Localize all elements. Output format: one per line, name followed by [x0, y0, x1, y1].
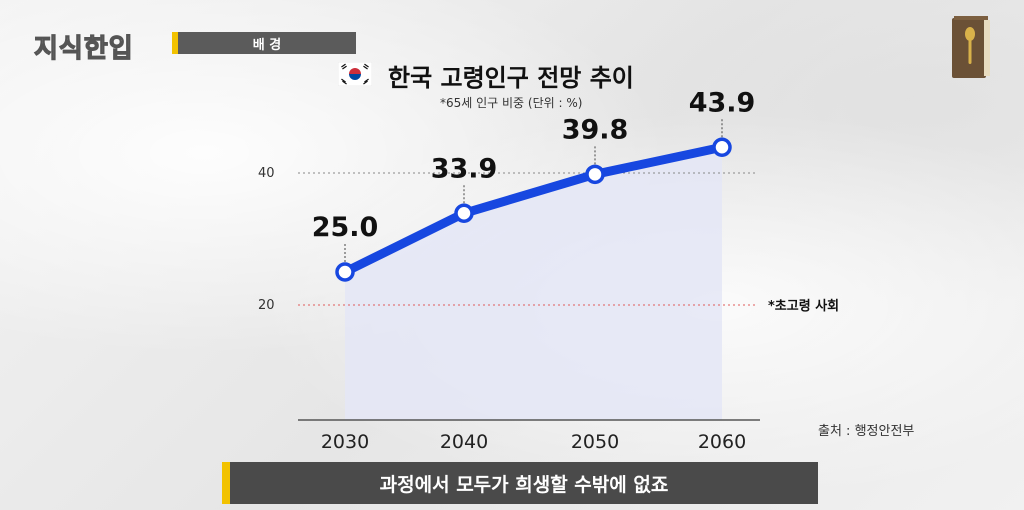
data-point	[454, 203, 474, 224]
x-tick-label: 2040	[440, 431, 488, 453]
series-area	[345, 147, 722, 420]
data-point	[712, 137, 732, 158]
data-point	[585, 164, 605, 185]
x-tick-label: 2060	[698, 431, 746, 453]
data-label: 43.9	[689, 87, 756, 118]
book-icon	[952, 16, 990, 78]
chart-title: 한국 고령인구 전망 추이	[388, 64, 634, 92]
section-label: 배 경	[252, 37, 282, 53]
x-tick-label: 2030	[321, 431, 369, 453]
data-label: 25.0	[312, 212, 379, 243]
source-note: 출처 : 행정안전부	[818, 424, 915, 439]
section-label-bar: 배 경	[172, 32, 356, 54]
reference-line-label: *초고령 사회	[768, 298, 839, 314]
y-tick-label: 40	[258, 166, 275, 181]
series-line	[340, 142, 727, 277]
y-tick-label: 20	[258, 298, 275, 313]
data-label: 39.8	[562, 114, 629, 145]
data-label: 33.9	[431, 153, 498, 184]
korea-flag-icon	[338, 62, 372, 86]
chart-subtitle: *65세 인구 비중 (단위 : %)	[440, 96, 583, 110]
channel-logo: 지식한입	[33, 33, 134, 64]
subtitle-caption: 과정에서 모두가 희생할 수밖에 없죠	[222, 462, 818, 504]
caption-text: 과정에서 모두가 희생할 수밖에 없죠	[379, 473, 669, 496]
data-point	[335, 262, 355, 282]
x-tick-label: 2050	[571, 431, 619, 453]
